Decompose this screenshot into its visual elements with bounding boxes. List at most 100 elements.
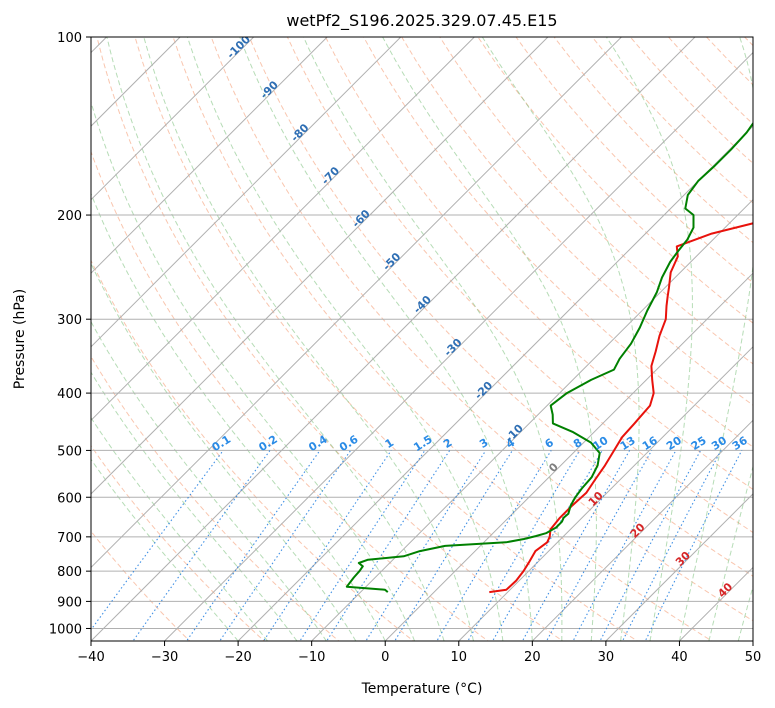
series-lines	[345, 121, 753, 594]
dry-adiabat	[706, 37, 753, 86]
mixing-ratio-line	[621, 450, 722, 641]
dry-adiabat	[172, 37, 713, 641]
moist-adiabat	[91, 192, 386, 641]
y-tick-label: 200	[57, 209, 82, 224]
moist-adiabat	[91, 262, 357, 641]
mixing-ratio-line	[644, 450, 743, 641]
mixing-ratio-label: 0.1	[210, 433, 233, 454]
isotherm-line	[91, 37, 475, 422]
plot-frame	[90, 36, 754, 642]
y-tick-label: 600	[57, 491, 82, 506]
mixing-ratio-line	[572, 450, 677, 641]
isotherm-line	[752, 640, 753, 641]
isotherm-line	[91, 37, 328, 274]
moist-adiabat	[481, 37, 640, 641]
mixing-ratio-line	[219, 450, 352, 641]
dry-adiabat	[91, 150, 489, 641]
mixing-ratio-line	[326, 450, 451, 641]
isotherm-label-blue: -70	[319, 164, 342, 187]
dewpoint-line	[345, 121, 753, 593]
isotherm-label-red: 30	[673, 549, 693, 569]
moist-adiabat	[91, 371, 298, 641]
mixing-ratio-line	[365, 450, 487, 641]
isotherm-label-blue: -80	[288, 121, 311, 144]
moist-adiabat	[91, 100, 416, 641]
x-tick-label: −30	[151, 650, 178, 665]
mixing-ratio-line	[467, 450, 581, 641]
mixing-ratio-line	[185, 450, 321, 641]
x-tick-label: −40	[77, 650, 104, 665]
moist-adiabat	[106, 37, 445, 641]
temperature-line	[489, 222, 753, 594]
isotherm-line	[91, 37, 255, 201]
dry-adiabat	[248, 37, 753, 577]
x-tick-label: 50	[745, 650, 762, 665]
x-axis: −40 −30 −20 −10 0 10 20 30 40 50	[77, 641, 761, 665]
isotherm-label-blue: -90	[258, 78, 281, 101]
y-tick-label: 800	[57, 565, 82, 580]
moist-adiabat	[605, 37, 693, 641]
y-tick-label: 700	[57, 531, 82, 546]
moist-adiabat	[91, 458, 239, 641]
mixing-ratio-label: 1.5	[411, 433, 434, 454]
x-tick-label: −20	[224, 650, 251, 665]
isotherm-line	[679, 566, 753, 641]
mixing-ratio-line	[436, 450, 552, 641]
y-tick-label: 500	[57, 444, 82, 459]
isotherm-line	[91, 37, 549, 495]
dry-adiabat	[325, 37, 753, 490]
moist-adiabat	[708, 464, 753, 641]
mixing-ratio-line	[262, 450, 392, 641]
y-axis: 100 200 300 400 500 600 700 800 900 1000	[49, 31, 91, 637]
isotherm-label-red: 20	[628, 520, 648, 540]
isotherm-line	[91, 37, 622, 569]
y-tick-label: 400	[57, 387, 82, 402]
dry-adiabat	[96, 37, 564, 641]
x-tick-label: 30	[598, 650, 615, 665]
y-tick-label: 900	[57, 595, 82, 610]
y-tick-label: 1000	[49, 622, 82, 637]
dry-adiabat	[91, 355, 340, 641]
moist-adiabat	[186, 37, 504, 641]
dry-adiabat	[91, 444, 265, 641]
mixing-ratio-line	[299, 450, 426, 641]
x-tick-label: 40	[671, 650, 688, 665]
isotherm-line	[237, 125, 753, 641]
mixing-ratio-label: 2	[441, 436, 454, 451]
moist-adiabat	[91, 416, 268, 641]
mixing-ratio-line	[91, 450, 224, 631]
isotherm-line	[605, 493, 753, 641]
isotherm-label-blue: -60	[350, 207, 373, 230]
chart-title: wetPf2_S196.2025.329.07.45.E15	[286, 11, 557, 31]
isotherm-line	[91, 37, 402, 348]
isotherm-label-blue: -20	[472, 379, 495, 402]
dry-adiabat	[286, 37, 753, 534]
mixing-ratio-label: 6	[543, 436, 557, 451]
moist-adiabat	[678, 37, 753, 641]
dry-adiabat	[515, 37, 753, 284]
moist-adiabat	[91, 320, 327, 641]
dry-adiabat	[439, 37, 753, 365]
x-tick-label: 0	[381, 650, 389, 665]
background-lines	[91, 37, 753, 641]
x-tick-label: −10	[298, 650, 325, 665]
isotherm-line	[531, 419, 753, 641]
mixing-ratio-line	[394, 450, 513, 641]
moist-adiabat	[303, 37, 563, 641]
y-axis-label: Pressure (hPa)	[12, 289, 28, 389]
dry-adiabat	[477, 37, 753, 324]
isotherm-label-blue: -30	[441, 336, 464, 359]
isotherm-label-red: 40	[715, 580, 735, 600]
isotherm-label-blue: -50	[380, 250, 403, 273]
isotherm-line	[91, 37, 696, 641]
mixing-ratio-line	[599, 450, 702, 641]
x-tick-label: 20	[524, 650, 541, 665]
moist-adiabat	[143, 37, 474, 641]
y-tick-label: 300	[57, 313, 82, 328]
moist-adiabat	[239, 37, 533, 641]
moist-adiabat	[382, 37, 597, 641]
mixing-ratio-line	[132, 450, 271, 641]
x-tick-label: 10	[451, 650, 468, 665]
isotherm-line	[458, 346, 753, 641]
